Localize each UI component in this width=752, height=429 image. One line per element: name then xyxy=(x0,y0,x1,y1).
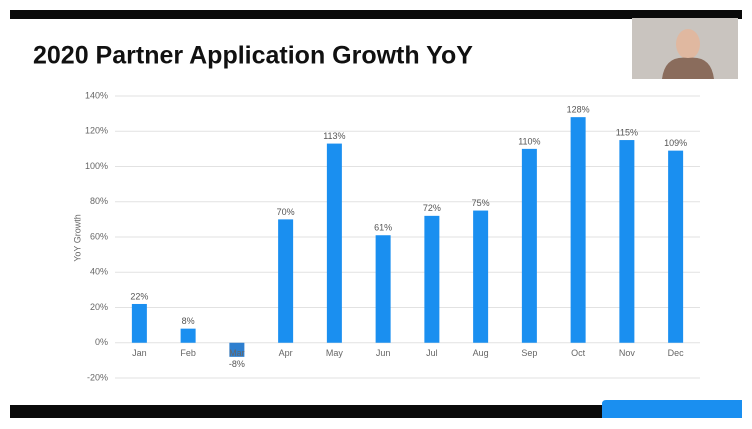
value-label: 72% xyxy=(423,203,441,213)
value-label: -8% xyxy=(229,359,245,369)
y-tick-label: -20% xyxy=(87,372,108,382)
bar xyxy=(278,219,294,343)
x-tick-label: Feb xyxy=(180,348,196,358)
value-label: 8% xyxy=(182,316,195,326)
x-tick-label: Mar xyxy=(229,348,245,358)
value-label: 61% xyxy=(374,223,392,233)
bar xyxy=(131,303,147,343)
value-label: 109% xyxy=(664,138,687,148)
bar xyxy=(326,143,342,343)
x-tick-label: Jan xyxy=(132,348,147,358)
value-label: 115% xyxy=(616,127,638,137)
y-tick-label: 140% xyxy=(85,90,108,100)
x-tick-label: Aug xyxy=(473,348,489,358)
bar xyxy=(229,342,245,357)
overlay-tab xyxy=(602,400,742,418)
bar xyxy=(473,210,489,343)
bar xyxy=(668,150,684,343)
bottom-bar xyxy=(10,405,742,418)
x-tick-label: Nov xyxy=(619,348,636,358)
webcam-face xyxy=(676,29,700,59)
value-label: 128% xyxy=(567,105,590,115)
x-tick-label: Jul xyxy=(426,348,438,358)
bar xyxy=(619,140,635,343)
value-label: 113% xyxy=(323,131,345,141)
value-label: 22% xyxy=(130,291,148,301)
y-tick-label: 120% xyxy=(85,126,108,136)
top-bar xyxy=(10,10,742,19)
y-tick-label: 0% xyxy=(95,337,108,347)
chart-title: 2020 Partner Application Growth YoY xyxy=(33,42,473,70)
x-tick-label: Jun xyxy=(376,348,391,358)
value-label: 110% xyxy=(518,136,540,146)
bar xyxy=(521,148,537,343)
x-tick-label: Oct xyxy=(571,348,586,358)
y-tick-label: 100% xyxy=(85,161,108,171)
x-tick-label: Dec xyxy=(668,348,685,358)
bar xyxy=(180,328,196,343)
y-axis-label: YoY Growth xyxy=(72,214,82,262)
margin xyxy=(0,0,752,10)
bar xyxy=(424,215,440,343)
webcam-body xyxy=(662,57,714,79)
bar xyxy=(375,235,391,343)
webcam xyxy=(632,18,738,79)
x-tick-label: Sep xyxy=(521,348,537,358)
y-tick-label: 60% xyxy=(90,231,108,241)
x-tick-label: Apr xyxy=(279,348,293,358)
bar xyxy=(570,117,586,343)
x-tick-label: May xyxy=(326,348,344,358)
value-label: 75% xyxy=(472,198,490,208)
y-tick-label: 80% xyxy=(90,196,108,206)
y-tick-label: 20% xyxy=(90,302,108,312)
y-tick-label: 40% xyxy=(90,267,108,277)
value-label: 70% xyxy=(277,207,295,217)
